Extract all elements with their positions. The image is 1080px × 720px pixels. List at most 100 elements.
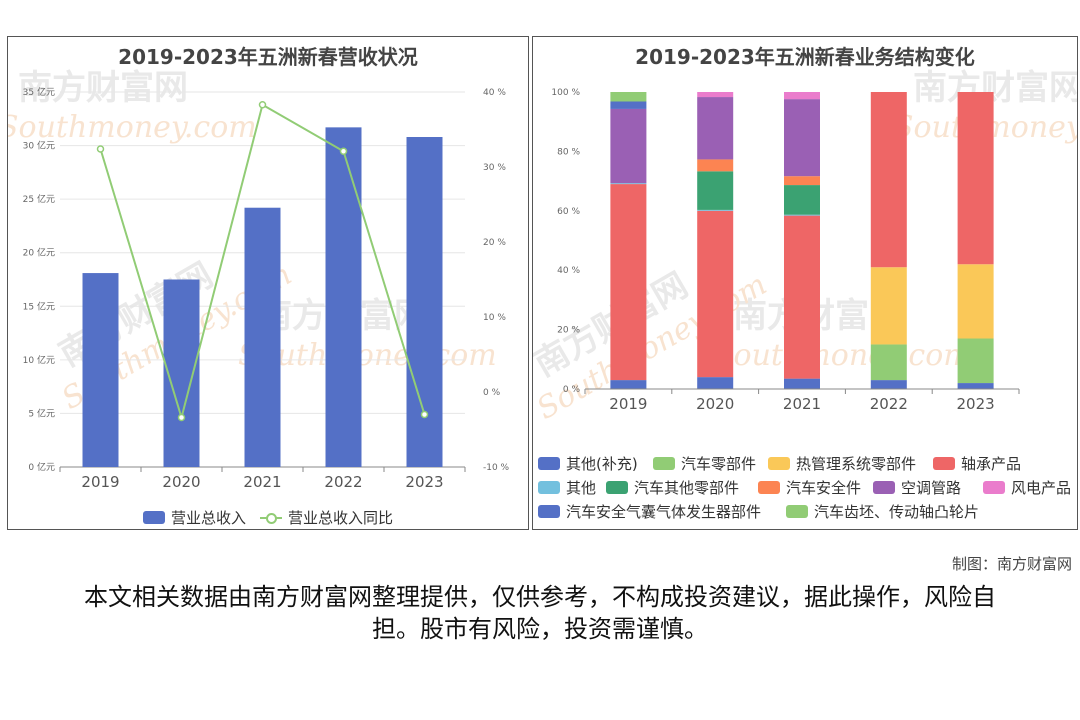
stacked-bar-segment	[784, 99, 820, 177]
stacked-bar-segment	[697, 97, 734, 160]
legend-label: 营业总收入	[170, 509, 246, 527]
revenue-legend: 营业总收入 营业总收入同比	[8, 507, 528, 528]
legend-item[interactable]: 汽车其他零部件	[606, 477, 739, 498]
legend-swatch	[768, 457, 790, 470]
left-y-axis-ticks: 0 亿元 5 亿元 10 亿元 15 亿元 20 亿元 25 亿元 30 亿元 35 亿元	[23, 86, 55, 473]
right-y-tick-label: -10 %	[483, 463, 510, 473]
business-structure-legend: 其他(补充) 汽车零部件 热管理系统零部件 轴承产品其他 汽车其他零部件 汽车安全件 空调管…	[533, 453, 1077, 529]
legend-swatch	[873, 481, 895, 494]
legend-item[interactable]: 营业总收入	[142, 507, 246, 528]
stacked-bar-segment	[957, 92, 994, 265]
business-structure-chart-svg: 南方财富网Southmoney.com南方财富网Southmoney.com南方…	[533, 68, 1077, 427]
stacked-bar-segment	[870, 380, 907, 389]
yoy-point	[339, 147, 348, 155]
chart-credit: 制图：南方财富网	[951, 555, 1072, 573]
legend-label: 汽车安全气囊气体发生器部件	[566, 503, 762, 521]
stacked-bar-segment	[697, 210, 734, 378]
legend-label: 空调管路	[901, 479, 962, 497]
legend-item[interactable]: 其他(补充)	[538, 453, 638, 474]
stacked-bar-segment	[610, 108, 647, 184]
yoy-line	[96, 101, 429, 422]
legend-label: 风电产品	[1011, 479, 1072, 497]
yoy-point	[96, 145, 105, 153]
legend-swatch	[983, 481, 1005, 494]
revenue-chart-panel: 南方财富网Southmoney.com南方财富网Southmoney.com南方…	[7, 36, 529, 530]
watermark-text-en: Southmoney.com	[8, 110, 257, 145]
legend-item[interactable]: 汽车齿坯、传动轴凸轮片	[786, 501, 979, 522]
legend-swatch	[538, 457, 560, 470]
stacked-bars	[610, 92, 994, 389]
stacked-bar-segment	[784, 214, 820, 216]
right-y-tick-label: 20 %	[483, 238, 506, 248]
legend-swatch	[606, 481, 628, 494]
watermark-text-en: Southmoney.com	[238, 338, 497, 373]
stacked-bar-segment	[784, 215, 820, 379]
business-structure-chart-title: 2019-2023年五洲新春业务结构变化	[635, 45, 975, 69]
legend-item[interactable]: 其他	[538, 477, 596, 498]
legend-label: 营业总收入同比	[288, 509, 394, 527]
watermark-text-en: Southmoney.com	[713, 338, 972, 373]
legend-swatch	[653, 457, 675, 470]
right-y-axis-ticks: -10 % 0 % 10 % 20 % 30 % 40 %	[483, 88, 510, 473]
legend-item[interactable]: 汽车安全件	[758, 477, 861, 498]
revenue-chart-svg: 南方财富网Southmoney.com南方财富网Southmoney.com南方…	[8, 68, 510, 491]
y-tick-label: 40 %	[557, 266, 580, 276]
stacked-bar-segment	[870, 267, 907, 345]
stacked-bar-segment	[697, 92, 734, 98]
legend-item[interactable]: 营业总收入同比	[260, 507, 393, 528]
stacked-bar-segment	[610, 380, 647, 389]
revenue-bar	[325, 127, 362, 467]
yoy-point	[177, 413, 186, 422]
x-axis-ticks: 2019 2020 2021 2022 2023	[584, 388, 1020, 413]
stacked-bar-segment	[610, 101, 647, 109]
stacked-bar-segment	[957, 383, 994, 389]
y-tick-label: 20 %	[557, 326, 580, 336]
x-axis-ticks: 2019 2020 2021 2022 2023	[59, 467, 466, 491]
legend-label: 其他	[566, 479, 597, 497]
stacked-bar-segment	[610, 184, 647, 381]
y-tick-label: 100 %	[551, 88, 580, 98]
legend-swatch	[758, 481, 780, 494]
stacked-bar-segment	[957, 338, 994, 384]
bar-legend-swatch	[142, 511, 165, 524]
right-y-tick-label: 10 %	[483, 313, 506, 323]
revenue-bars	[82, 127, 443, 467]
stacked-bar-segment	[697, 159, 734, 172]
left-y-tick-label: 20 亿元	[23, 247, 55, 259]
legend-label: 其他(补充)	[566, 455, 638, 473]
legend-item[interactable]: 空调管路	[873, 477, 961, 498]
legend-label: 汽车安全件	[786, 479, 862, 497]
legend-swatch	[538, 505, 560, 518]
legend-label: 汽车零部件	[681, 455, 757, 473]
legend-item[interactable]: 汽车安全气囊气体发生器部件	[538, 501, 761, 522]
legend-label: 汽车齿坯、传动轴凸轮片	[814, 503, 980, 521]
stacked-bar-segment	[784, 176, 820, 186]
legend-label: 轴承产品	[961, 455, 1022, 473]
left-y-tick-label: 30 亿元	[23, 140, 55, 152]
legend-label: 热管理系统零部件	[796, 455, 917, 473]
legend-swatch	[538, 481, 560, 494]
legend-label: 汽车其他零部件	[634, 479, 740, 497]
y-tick-label: 0 %	[563, 385, 581, 395]
left-y-tick-label: 35 亿元	[23, 86, 55, 98]
stacked-bar-segment	[870, 344, 907, 381]
y-tick-label: 80 %	[557, 147, 580, 157]
watermark-text-cn: 南方财富网	[18, 68, 188, 108]
right-y-tick-label: 40 %	[483, 88, 506, 98]
legend-item[interactable]: 汽车零部件	[653, 453, 756, 474]
x-tick-label: 2019	[609, 395, 647, 413]
stacked-bar-segment	[870, 92, 907, 268]
legend-item[interactable]: 热管理系统零部件	[768, 453, 916, 474]
stacked-bar-segment	[697, 209, 734, 211]
x-tick-label: 2021	[243, 473, 281, 491]
legend-item[interactable]: 风电产品	[983, 477, 1071, 498]
legend-item[interactable]: 轴承产品	[933, 453, 1021, 474]
left-y-tick-label: 0 亿元	[28, 461, 55, 473]
left-y-tick-label: 15 亿元	[23, 300, 55, 312]
stacked-bar-segment	[697, 377, 734, 389]
x-tick-label: 2023	[957, 395, 995, 413]
stacked-bar-segment	[784, 185, 820, 215]
stacked-bar-segment	[957, 264, 994, 339]
left-y-tick-label: 5 亿元	[28, 407, 55, 419]
yoy-point	[420, 410, 429, 419]
